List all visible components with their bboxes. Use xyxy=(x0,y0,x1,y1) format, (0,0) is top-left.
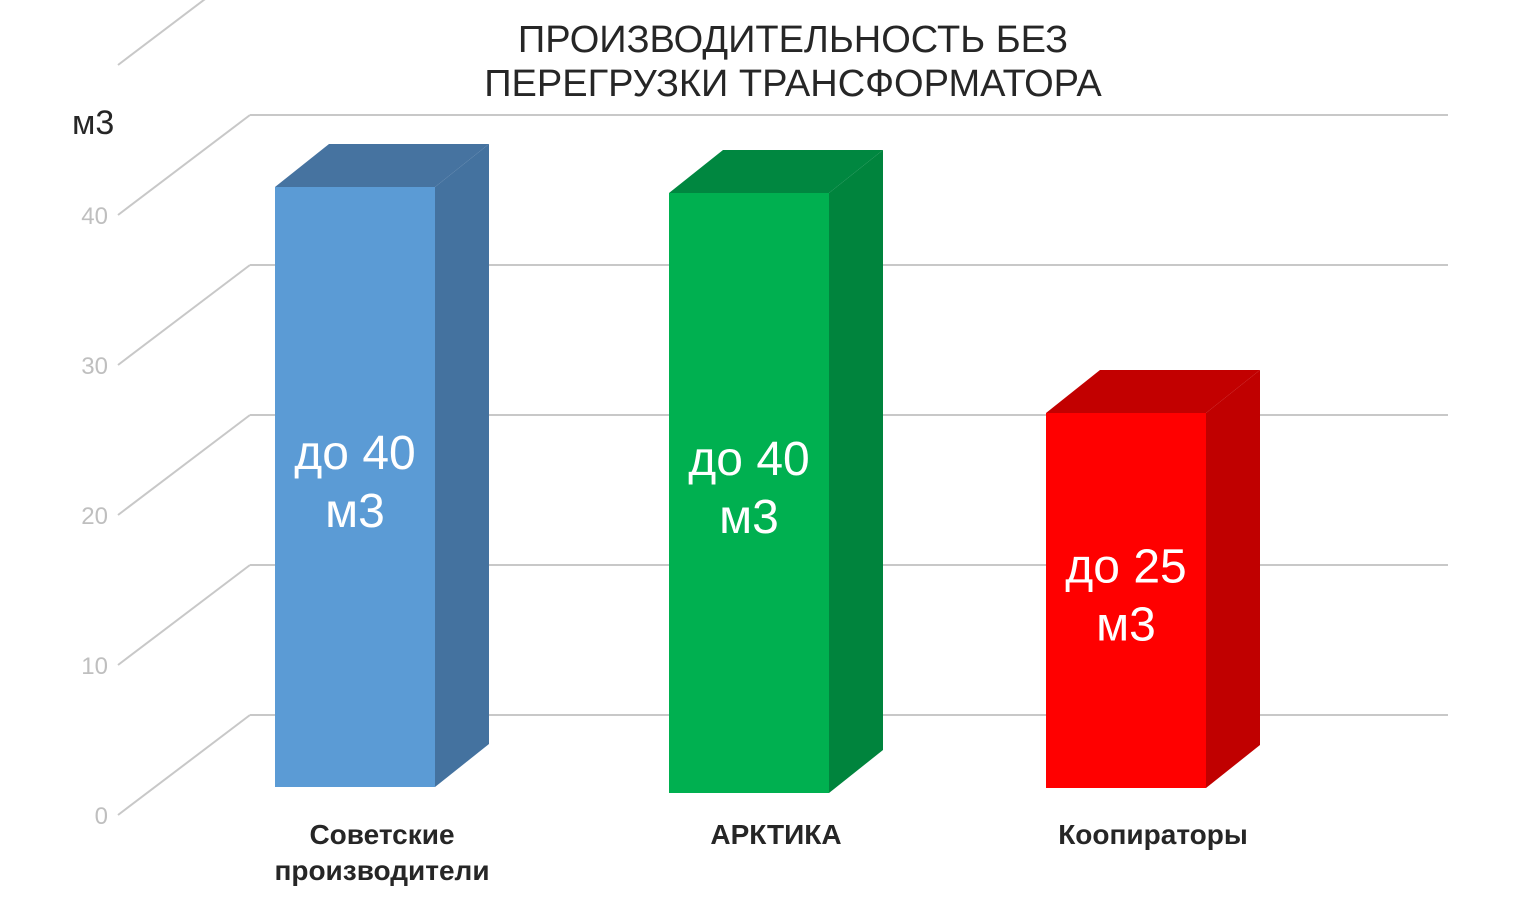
bar xyxy=(1046,413,1206,788)
data-label: м3 xyxy=(719,491,779,544)
category-label: Советские xyxy=(309,819,454,850)
gridline-diagonal xyxy=(117,564,251,666)
data-label: м3 xyxy=(325,485,385,538)
data-label: до 40 xyxy=(688,433,809,486)
data-label: м3 xyxy=(1096,599,1156,652)
y-axis-unit-label: м3 xyxy=(72,104,115,142)
y-tick-label: 40 xyxy=(81,203,108,230)
bar-top xyxy=(1046,370,1260,413)
data-label: до 25 xyxy=(1065,541,1186,594)
bar-top xyxy=(275,144,489,187)
y-tick-label: 30 xyxy=(81,353,108,380)
gridline-diagonal xyxy=(117,264,251,366)
bar-side xyxy=(829,150,883,793)
category-label: АРКТИКА xyxy=(710,819,841,850)
category-label: производители xyxy=(274,855,489,886)
chart-title-line-2: ПЕРЕГРУЗКИ ТРАНСФОРМАТОРА xyxy=(484,63,1102,105)
bar-side xyxy=(435,144,489,787)
y-tick-label: 10 xyxy=(81,653,108,680)
bar-side xyxy=(1206,370,1260,788)
chart-title: ПРОИЗВОДИТЕЛЬНОСТЬ БЕЗ ПЕРЕГРУЗКИ ТРАНСФ… xyxy=(293,18,1293,106)
category-label: Коопираторы xyxy=(1058,819,1248,850)
bar-top xyxy=(669,150,883,193)
y-tick-label: 20 xyxy=(81,503,108,530)
gridline-diagonal xyxy=(117,0,206,66)
bar xyxy=(669,193,829,793)
gridline-diagonal xyxy=(117,414,251,516)
data-label: до 40 xyxy=(294,427,415,480)
gridline-diagonal xyxy=(117,714,251,816)
gridline-diagonal xyxy=(117,114,251,216)
chart-title-line-1: ПРОИЗВОДИТЕЛЬНОСТЬ БЕЗ xyxy=(517,19,1069,61)
y-tick-label: 0 xyxy=(95,803,108,830)
bar xyxy=(275,187,435,787)
